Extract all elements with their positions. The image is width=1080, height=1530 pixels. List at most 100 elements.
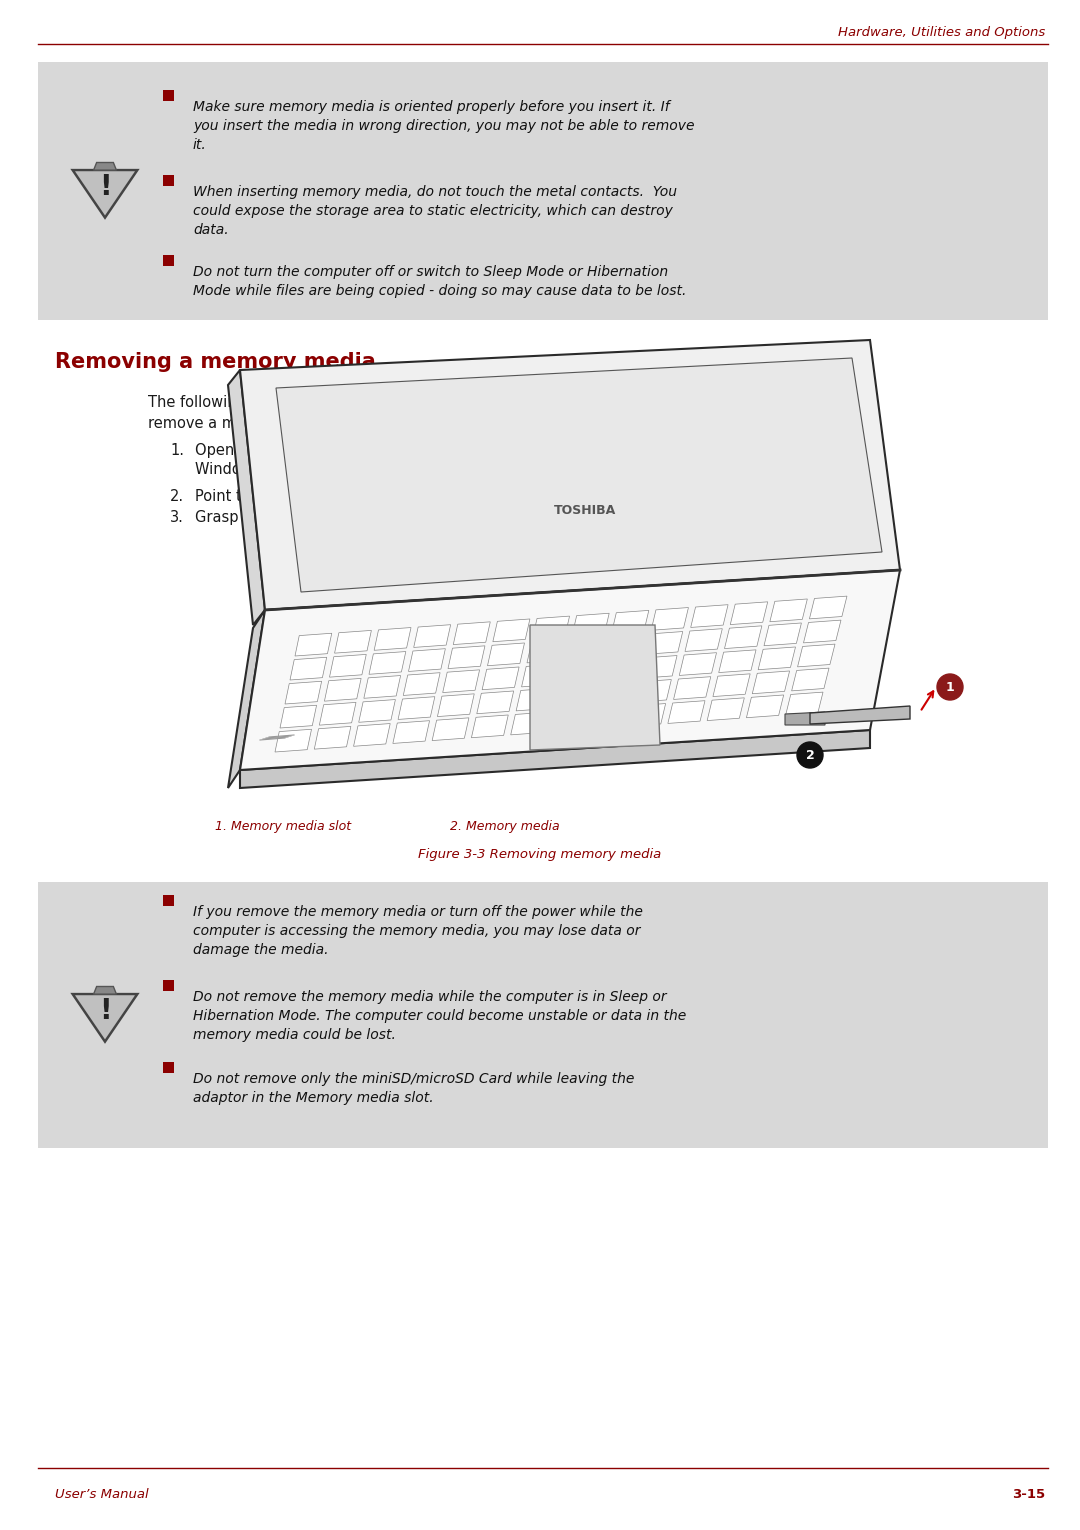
- Polygon shape: [707, 698, 744, 721]
- Polygon shape: [414, 624, 450, 647]
- Polygon shape: [432, 718, 469, 741]
- Polygon shape: [295, 633, 332, 656]
- Polygon shape: [764, 623, 801, 646]
- Text: icon on the: icon on the: [501, 444, 588, 457]
- Polygon shape: [516, 688, 553, 711]
- Text: Removing a memory media: Removing a memory media: [55, 352, 376, 372]
- Text: Point to: Point to: [195, 490, 255, 503]
- Polygon shape: [276, 358, 882, 592]
- Text: 3.: 3.: [170, 509, 184, 525]
- Polygon shape: [646, 632, 683, 655]
- Polygon shape: [374, 627, 411, 650]
- Polygon shape: [527, 640, 564, 662]
- FancyBboxPatch shape: [163, 256, 174, 266]
- Polygon shape: [567, 638, 604, 659]
- Text: TOSHIBA: TOSHIBA: [554, 503, 616, 517]
- Polygon shape: [228, 370, 265, 624]
- Polygon shape: [314, 727, 351, 750]
- Text: Do not turn the computer off or switch to Sleep Mode or Hibernation
Mode while f: Do not turn the computer off or switch t…: [193, 265, 687, 298]
- Polygon shape: [275, 730, 311, 753]
- Text: Figure 3-3 Removing memory media: Figure 3-3 Removing memory media: [418, 848, 662, 861]
- Polygon shape: [399, 696, 435, 719]
- Polygon shape: [522, 664, 558, 687]
- Polygon shape: [629, 704, 665, 727]
- Polygon shape: [240, 571, 900, 770]
- Polygon shape: [600, 658, 637, 681]
- Polygon shape: [691, 604, 728, 627]
- Circle shape: [937, 675, 963, 701]
- FancyBboxPatch shape: [163, 981, 174, 991]
- Polygon shape: [335, 630, 372, 653]
- Polygon shape: [240, 730, 870, 788]
- Polygon shape: [94, 987, 117, 994]
- Polygon shape: [746, 695, 784, 718]
- Polygon shape: [758, 647, 796, 670]
- Polygon shape: [94, 162, 117, 170]
- Text: and click the left Touch Pad control button.: and click the left Touch Pad control but…: [333, 490, 651, 503]
- Polygon shape: [634, 679, 672, 702]
- Circle shape: [797, 742, 823, 768]
- Polygon shape: [550, 710, 586, 731]
- Polygon shape: [76, 996, 135, 1040]
- Polygon shape: [725, 626, 761, 649]
- Polygon shape: [797, 644, 835, 667]
- Polygon shape: [353, 724, 390, 747]
- Text: Hardware, Utilities and Options: Hardware, Utilities and Options: [838, 26, 1045, 38]
- Text: !: !: [98, 998, 111, 1025]
- Polygon shape: [639, 655, 677, 678]
- Polygon shape: [809, 597, 847, 618]
- Polygon shape: [487, 643, 525, 666]
- Text: Windows Taskbar.: Windows Taskbar.: [195, 462, 325, 477]
- FancyBboxPatch shape: [163, 895, 174, 906]
- Polygon shape: [804, 620, 841, 643]
- Polygon shape: [753, 672, 789, 693]
- Polygon shape: [285, 681, 322, 704]
- Polygon shape: [685, 629, 723, 652]
- Polygon shape: [651, 607, 688, 630]
- Polygon shape: [532, 617, 569, 640]
- Text: Make sure memory media is oriented properly before you insert it. If
you insert : Make sure memory media is oriented prope…: [193, 99, 694, 151]
- Polygon shape: [291, 658, 326, 679]
- Polygon shape: [572, 614, 609, 636]
- Polygon shape: [530, 624, 660, 750]
- Polygon shape: [810, 705, 910, 724]
- Text: 2. Memory media: 2. Memory media: [450, 820, 559, 832]
- FancyBboxPatch shape: [163, 1062, 174, 1073]
- FancyBboxPatch shape: [38, 881, 1048, 1148]
- Polygon shape: [667, 701, 705, 724]
- Polygon shape: [228, 610, 265, 788]
- Polygon shape: [454, 621, 490, 644]
- Polygon shape: [511, 711, 548, 734]
- Polygon shape: [369, 652, 406, 675]
- Text: The following instructions apply to all types of supported media devices. To
rem: The following instructions apply to all …: [148, 395, 701, 431]
- Polygon shape: [492, 620, 530, 641]
- Text: memory media: memory media: [245, 490, 368, 503]
- Polygon shape: [730, 601, 768, 624]
- Polygon shape: [403, 673, 440, 696]
- Polygon shape: [770, 598, 808, 621]
- Polygon shape: [437, 693, 474, 716]
- Polygon shape: [561, 661, 598, 684]
- Polygon shape: [408, 649, 445, 672]
- Polygon shape: [482, 667, 519, 690]
- Polygon shape: [329, 655, 366, 678]
- Polygon shape: [448, 646, 485, 669]
- Text: When inserting memory media, do not touch the metal contacts.  You
could expose : When inserting memory media, do not touc…: [193, 185, 677, 237]
- Polygon shape: [472, 715, 509, 737]
- Polygon shape: [674, 676, 711, 699]
- Text: Open the: Open the: [195, 444, 268, 457]
- Polygon shape: [785, 711, 825, 725]
- Polygon shape: [611, 610, 649, 633]
- Polygon shape: [792, 669, 829, 692]
- Polygon shape: [718, 650, 756, 673]
- Polygon shape: [713, 673, 751, 696]
- Text: 1. Memory media slot: 1. Memory media slot: [215, 820, 351, 832]
- Polygon shape: [786, 692, 823, 715]
- Polygon shape: [443, 670, 480, 693]
- Polygon shape: [364, 676, 401, 698]
- Polygon shape: [476, 692, 514, 713]
- Text: If you remove the memory media or turn off the power while the
computer is acces: If you remove the memory media or turn o…: [193, 906, 643, 956]
- FancyBboxPatch shape: [38, 63, 1048, 320]
- Polygon shape: [280, 705, 316, 728]
- Polygon shape: [679, 653, 716, 675]
